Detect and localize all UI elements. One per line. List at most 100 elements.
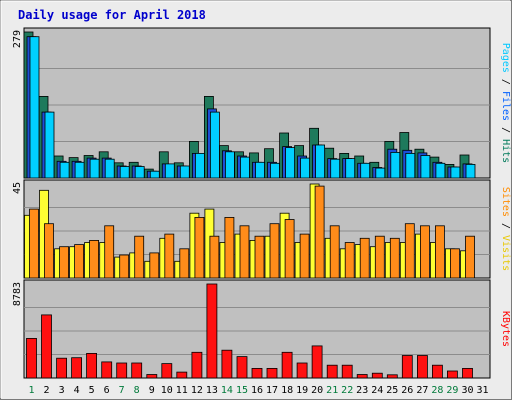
bar-kbytes-day-23 [356, 374, 368, 379]
y-tick-max: 8783 [12, 282, 23, 306]
panel-kbytes: 8783 KBytes [12, 279, 511, 379]
y-label-part: / [500, 73, 511, 91]
bar-sites-day-30 [465, 235, 475, 279]
y-label-part: Hits [500, 139, 511, 163]
bar-kbytes-day-19 [296, 362, 308, 379]
x-tick-day: 8 [134, 385, 140, 396]
bar-sites-day-5 [89, 239, 99, 279]
bar-kbytes-day-26 [401, 355, 413, 379]
bar-pages-day-9 [149, 170, 160, 179]
bar-sites-day-23 [359, 237, 370, 279]
x-tick-day: 19 [296, 385, 308, 396]
bar-pages-day-23 [360, 162, 371, 179]
x-tick-day: 31 [476, 385, 488, 396]
chart-panels: 279 Pages / Files / Hits 45 Sites / Visits 8… [12, 27, 511, 379]
bar-pages-day-13 [209, 111, 220, 179]
x-tick-day: 18 [281, 385, 293, 396]
y-label-part: / [500, 121, 511, 139]
bar-kbytes-day-25 [386, 374, 398, 379]
bar-kbytes-day-27 [416, 355, 428, 379]
y-label-part: Sites [500, 187, 511, 217]
bar-kbytes-day-22 [341, 364, 353, 379]
x-tick-day: 3 [59, 385, 65, 396]
y-label-part: Pages [500, 43, 511, 73]
bar-kbytes-day-17 [266, 367, 278, 379]
bar-kbytes-day-18 [281, 351, 293, 379]
x-tick-day: 5 [89, 385, 95, 396]
bar-kbytes-day-15 [236, 356, 248, 379]
bar-pages-day-3 [59, 161, 70, 179]
bar-sites-day-7 [119, 254, 130, 279]
bar-pages-day-15 [240, 156, 250, 179]
bar-sites-day-26 [404, 223, 415, 279]
bar-sites-day-1 [29, 208, 39, 279]
bar-kbytes-day-7 [116, 362, 128, 379]
bar-kbytes-day-3 [56, 357, 67, 379]
x-tick-day: 27 [416, 385, 428, 396]
bar-sites-day-8 [134, 235, 145, 279]
bar-kbytes-day-8 [131, 362, 143, 379]
y-label-part: KBytes [500, 311, 511, 347]
panel-pages-files-hits: 279 Pages / Files / Hits [12, 27, 511, 179]
bar-sites-day-19 [299, 233, 310, 279]
bar-sites-day-12 [194, 216, 205, 279]
bar-kbytes-day-9 [146, 374, 158, 379]
bar-kbytes-day-10 [161, 363, 173, 379]
bar-kbytes-day-16 [251, 367, 263, 379]
bar-kbytes-day-2 [41, 314, 52, 379]
bar-sites-day-10 [164, 233, 175, 279]
bar-pages-day-12 [194, 152, 205, 179]
bar-kbytes-day-28 [431, 364, 443, 379]
bar-pages-day-29 [450, 166, 461, 179]
bar-sites-day-18 [284, 219, 295, 279]
bar-kbytes-day-5 [86, 352, 97, 379]
bar-pages-day-19 [300, 157, 311, 179]
bar-pages-day-22 [345, 158, 356, 179]
bar-kbytes-day-20 [311, 345, 323, 379]
bar-kbytes-day-1 [26, 337, 37, 379]
bar-sites-day-14 [224, 216, 235, 279]
x-tick-day: 20 [311, 385, 323, 396]
bar-sites-day-17 [269, 223, 280, 279]
bar-pages-day-7 [119, 166, 130, 179]
bar-sites-day-9 [149, 252, 160, 279]
bar-pages-day-16 [255, 161, 265, 179]
bar-sites-day-13 [209, 235, 220, 279]
bar-pages-day-24 [375, 167, 386, 179]
x-tick-day: 12 [191, 385, 203, 396]
y-tick-max: 45 [12, 182, 23, 194]
bar-pages-day-21 [330, 158, 341, 179]
panel-y-label: Sites / Visits [500, 187, 511, 271]
bar-sites-day-28 [434, 225, 445, 279]
bar-pages-day-5 [89, 158, 100, 179]
bar-sites-day-29 [449, 248, 460, 279]
y-label-part: Visits [500, 235, 511, 271]
x-tick-day: 21 [326, 385, 338, 396]
bar-pages-day-1 [29, 36, 40, 179]
x-tick-day: 29 [446, 385, 458, 396]
panel-y-label: KBytes [500, 311, 511, 347]
x-tick-day: 14 [221, 385, 233, 396]
x-tick-day: 22 [341, 385, 353, 396]
bar-sites-day-15 [239, 225, 250, 279]
bar-kbytes-day-29 [446, 370, 458, 379]
x-tick-day: 7 [119, 385, 125, 396]
bar-kbytes-day-6 [101, 361, 113, 379]
bar-sites-day-16 [254, 235, 265, 279]
bar-pages-day-30 [465, 163, 476, 179]
bar-sites-day-27 [419, 225, 430, 279]
bar-kbytes-day-13 [206, 283, 218, 379]
x-tick-day: 9 [149, 385, 155, 396]
bar-pages-day-8 [134, 166, 145, 179]
x-tick-day: 26 [401, 385, 413, 396]
bar-pages-day-10 [164, 163, 175, 179]
x-axis-labels: 1 2 3 4 5 6 7 8 9 10 11 12 13 14 15 16 17 18 19 20 21 22 23 24 2… [28, 385, 488, 396]
bar-sites-day-20 [314, 185, 325, 279]
bar-sites-day-4 [74, 244, 84, 279]
panel-sites-visits: 45 Sites / Visits [12, 179, 511, 279]
bar-kbytes-day-14 [221, 349, 233, 379]
y-tick-max: 279 [12, 30, 23, 48]
bar-pages-day-25 [390, 151, 401, 179]
bar-sites-day-6 [104, 225, 115, 279]
bar-pages-day-17 [270, 162, 280, 179]
